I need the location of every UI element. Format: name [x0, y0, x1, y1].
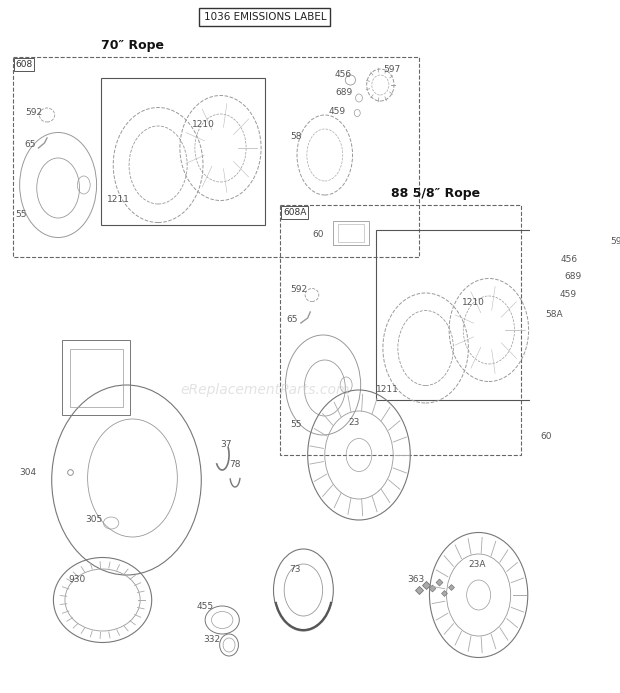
- Text: 305: 305: [86, 515, 103, 524]
- Text: 1211: 1211: [376, 385, 399, 394]
- Text: 60: 60: [540, 432, 552, 441]
- Text: 332: 332: [203, 635, 221, 644]
- Text: 608A: 608A: [283, 208, 306, 217]
- Text: 592: 592: [25, 108, 43, 117]
- Text: 58: 58: [291, 132, 302, 141]
- Text: 58A: 58A: [545, 310, 563, 319]
- Text: 1210: 1210: [192, 120, 215, 129]
- Text: 689: 689: [564, 272, 582, 281]
- Text: 55: 55: [291, 420, 302, 429]
- Text: 597: 597: [383, 65, 400, 74]
- Text: 304: 304: [19, 468, 36, 477]
- Text: 88 5/8″ Rope: 88 5/8″ Rope: [391, 187, 481, 200]
- Text: 55: 55: [16, 210, 27, 219]
- Text: 930: 930: [68, 575, 86, 584]
- Bar: [334, 221, 370, 245]
- Text: 459: 459: [560, 290, 577, 299]
- Text: 456: 456: [560, 255, 578, 264]
- Text: 459: 459: [329, 107, 346, 116]
- Text: 1036 EMISSIONS LABEL: 1036 EMISSIONS LABEL: [203, 12, 326, 22]
- Bar: [339, 224, 364, 242]
- Bar: [61, 340, 130, 415]
- Text: 60: 60: [312, 230, 324, 239]
- Text: 70″ Rope: 70″ Rope: [101, 39, 164, 52]
- Text: 689: 689: [335, 88, 352, 97]
- Text: 455: 455: [197, 602, 214, 611]
- Text: 592: 592: [291, 285, 308, 294]
- Text: 608: 608: [16, 60, 33, 69]
- Text: 65: 65: [286, 315, 298, 324]
- Bar: [562, 429, 587, 445]
- Bar: [70, 349, 123, 407]
- Bar: [557, 426, 591, 448]
- Text: 456: 456: [335, 70, 352, 79]
- Text: 73: 73: [289, 565, 300, 574]
- Text: 363: 363: [408, 575, 425, 584]
- Text: 23A: 23A: [468, 560, 486, 569]
- Text: 1210: 1210: [461, 298, 484, 307]
- Text: 597: 597: [610, 237, 620, 246]
- Text: eReplacementParts.com: eReplacementParts.com: [180, 383, 350, 397]
- Text: 23: 23: [348, 418, 360, 427]
- Text: 65: 65: [24, 140, 35, 149]
- Text: 78: 78: [229, 460, 241, 469]
- Text: 37: 37: [221, 440, 232, 449]
- Text: 1211: 1211: [107, 195, 130, 204]
